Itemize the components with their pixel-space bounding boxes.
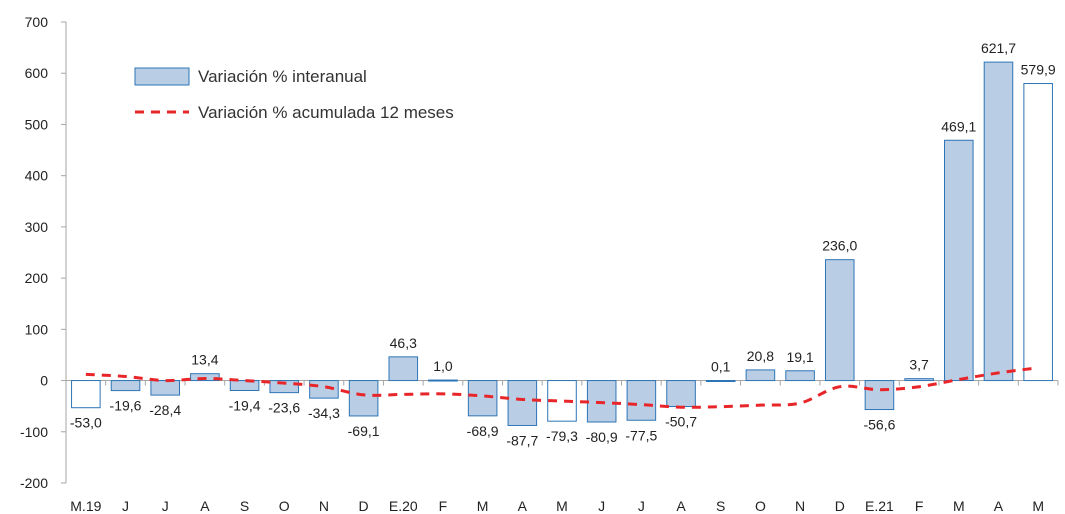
y-tick-label: 300 [25,219,49,235]
data-label: -69,1 [348,423,380,439]
y-tick-label: 600 [25,65,49,81]
x-tick-label: A [994,498,1004,514]
bar [110,380,141,392]
data-label: 13,4 [191,352,218,368]
x-tick-label: A [676,498,686,514]
x-tick-label: A [200,498,210,514]
x-tick-label: E.20 [389,498,418,514]
data-label: 469,1 [941,118,976,134]
data-label: -80,9 [586,429,618,445]
data-label: -28,4 [149,402,181,418]
data-label: -79,3 [546,428,578,444]
x-tick-label: F [439,498,448,514]
data-label: -68,9 [467,423,499,439]
data-labels: -53,0 -19,6 -28,4 13,4 -19,4 -23,6 -34,3 -69,1 4… [70,40,1056,448]
x-tick-label: N [795,498,805,514]
bar-series [71,61,1053,426]
bar [348,380,379,417]
y-tick-label: 500 [25,116,49,132]
bar [150,380,180,396]
data-label: -50,7 [665,414,697,430]
bar [309,380,339,399]
x-tick-label: M [556,498,568,514]
y-axis-ticks: -200 -100 0 100 200 300 400 500 600 700 [20,14,66,491]
data-label: -34,3 [308,405,340,421]
x-tick-label: D [359,498,369,514]
y-tick-label: 200 [25,270,49,286]
data-label: 1,0 [433,358,453,374]
data-label: -23,6 [268,400,300,416]
bar [666,380,696,408]
data-label: 0,1 [711,359,731,375]
data-label: 236,0 [822,238,857,254]
y-tick-label: 400 [25,168,49,184]
x-tick-label: J [162,498,169,514]
bar [269,380,300,394]
data-label: -19,6 [110,398,142,414]
x-tick-label: M [1032,498,1044,514]
x-axis-ticks: M.19 J J A S O N D E.20 F M A M J J A S O N D E.21 F M A M [65,380,1059,514]
data-label: 621,7 [981,40,1016,56]
x-tick-label: S [240,498,249,514]
x-tick-label: M [953,498,965,514]
y-tick-label: -100 [20,424,48,440]
legend-swatch-bar [134,67,190,86]
legend: Variación % interanual Variación % acumu… [134,67,454,122]
bar [507,380,538,426]
data-label: 19,1 [786,349,813,365]
legend-label-bar: Variación % interanual [198,67,367,86]
y-tick-label: 0 [40,373,48,389]
bar [824,259,855,382]
legend-label-line: Variación % acumulada 12 meses [198,103,454,122]
x-tick-label: F [915,498,924,514]
y-tick-label: -200 [20,475,48,491]
bar [428,379,458,382]
bar [71,380,101,409]
bar [864,380,895,411]
bar [388,356,419,382]
bar [745,369,776,382]
data-label: -77,5 [625,427,657,443]
x-tick-label: M [477,498,489,514]
bar [229,380,260,391]
bar [705,380,736,383]
data-label: 20,8 [747,348,774,364]
bar [785,370,815,382]
data-label: 579,9 [1021,62,1056,78]
axes: -200 -100 0 100 200 300 400 500 600 700 M.19 J J A S O… [20,14,1059,514]
bar [944,139,974,382]
x-tick-label: D [835,498,845,514]
data-label: -56,6 [863,417,895,433]
data-label: 3,7 [909,357,929,373]
x-tick-label: J [598,498,605,514]
x-tick-label: J [638,498,645,514]
data-label: 46,3 [390,335,417,351]
x-tick-label: N [319,498,329,514]
x-tick-label: M.19 [70,498,101,514]
data-label: -53,0 [70,415,102,431]
x-tick-label: O [279,498,290,514]
x-tick-label: S [716,498,725,514]
x-tick-label: J [122,498,129,514]
bar [1023,83,1053,382]
y-tick-label: 700 [25,14,49,30]
y-tick-label: 100 [25,321,49,337]
bar [904,378,934,382]
data-label: -87,7 [506,432,538,448]
data-label: -19,4 [229,397,261,413]
bar [626,380,657,421]
bar [983,61,1014,382]
x-tick-label: E.21 [865,498,894,514]
x-tick-label: O [755,498,766,514]
x-tick-label: A [518,498,528,514]
